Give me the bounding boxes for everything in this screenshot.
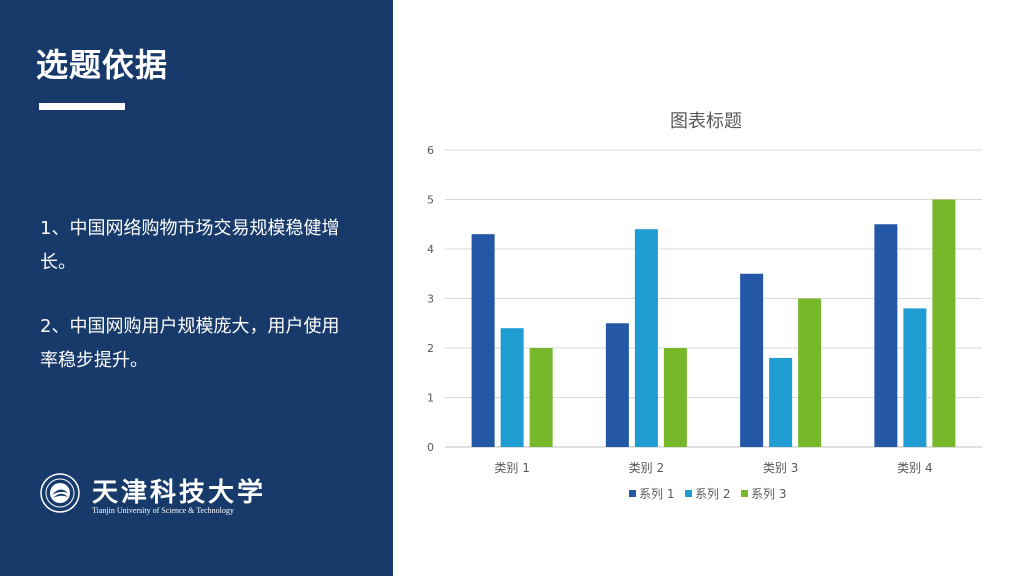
bar-3-2 xyxy=(663,348,687,447)
chart-gridlines xyxy=(445,149,982,448)
bar-2-1 xyxy=(500,328,524,447)
bar-2-4 xyxy=(903,308,927,447)
bar-1-2 xyxy=(605,323,629,447)
x-axis-labels: 类别 1 类别 2 类别 3 类别 4 xyxy=(494,461,932,475)
title-underline xyxy=(39,103,125,110)
university-name-cn: 天津科技大学 xyxy=(92,478,267,508)
x-tick-label: 类别 1 xyxy=(494,461,529,475)
legend-label-1: 系列 1 xyxy=(639,487,674,501)
bar-3-4 xyxy=(932,199,956,447)
bar-3-1 xyxy=(529,348,553,447)
university-emblem-icon xyxy=(40,473,80,513)
y-tick-label: 1 xyxy=(427,392,434,405)
bullet-points: 1、中国网络购物市场交易规模稳健增长。 2、中国网购用户规模庞大，用户使用率稳步… xyxy=(40,212,340,408)
y-tick-label: 5 xyxy=(427,194,434,207)
x-tick-label: 类别 3 xyxy=(763,461,798,475)
bar-1-1 xyxy=(471,234,495,447)
y-tick-label: 2 xyxy=(427,342,434,355)
x-tick-label: 类别 4 xyxy=(897,461,932,475)
university-logo: 天津科技大学 Tianjin University of Science & T… xyxy=(40,470,340,520)
x-tick-label: 类别 2 xyxy=(629,461,664,475)
y-tick-label: 6 xyxy=(427,144,434,157)
chart-bars xyxy=(471,199,956,447)
bar-2-3 xyxy=(769,357,793,447)
point-2: 2、中国网购用户规模庞大，用户使用率稳步提升。 xyxy=(40,316,340,371)
bar-1-4 xyxy=(874,224,898,447)
y-tick-label: 3 xyxy=(427,293,434,306)
left-panel: 选题依据 1、中国网络购物市场交易规模稳健增长。 2、中国网购用户规模庞大，用户… xyxy=(0,0,393,576)
point-1: 1、中国网络购物市场交易规模稳健增长。 xyxy=(40,218,340,273)
bar-2-2 xyxy=(634,229,658,447)
y-tick-label: 0 xyxy=(427,441,434,454)
legend-swatch-3 xyxy=(741,490,748,497)
chart-legend: 系列 1 系列 2 系列 3 xyxy=(629,487,786,501)
bar-3-3 xyxy=(798,298,822,447)
legend-label-3: 系列 3 xyxy=(751,487,786,501)
y-axis-ticks: 0 1 2 3 4 5 6 xyxy=(427,144,434,454)
chart-title: 图表标题 xyxy=(670,111,742,132)
university-name-en: Tianjin University of Science & Technolo… xyxy=(92,506,234,515)
y-tick-label: 4 xyxy=(427,243,434,256)
legend-swatch-1 xyxy=(629,490,636,497)
legend-swatch-2 xyxy=(685,490,692,497)
bar-1-3 xyxy=(740,273,764,447)
slide-title: 选题依据 xyxy=(36,46,169,84)
legend-label-2: 系列 2 xyxy=(695,487,730,501)
